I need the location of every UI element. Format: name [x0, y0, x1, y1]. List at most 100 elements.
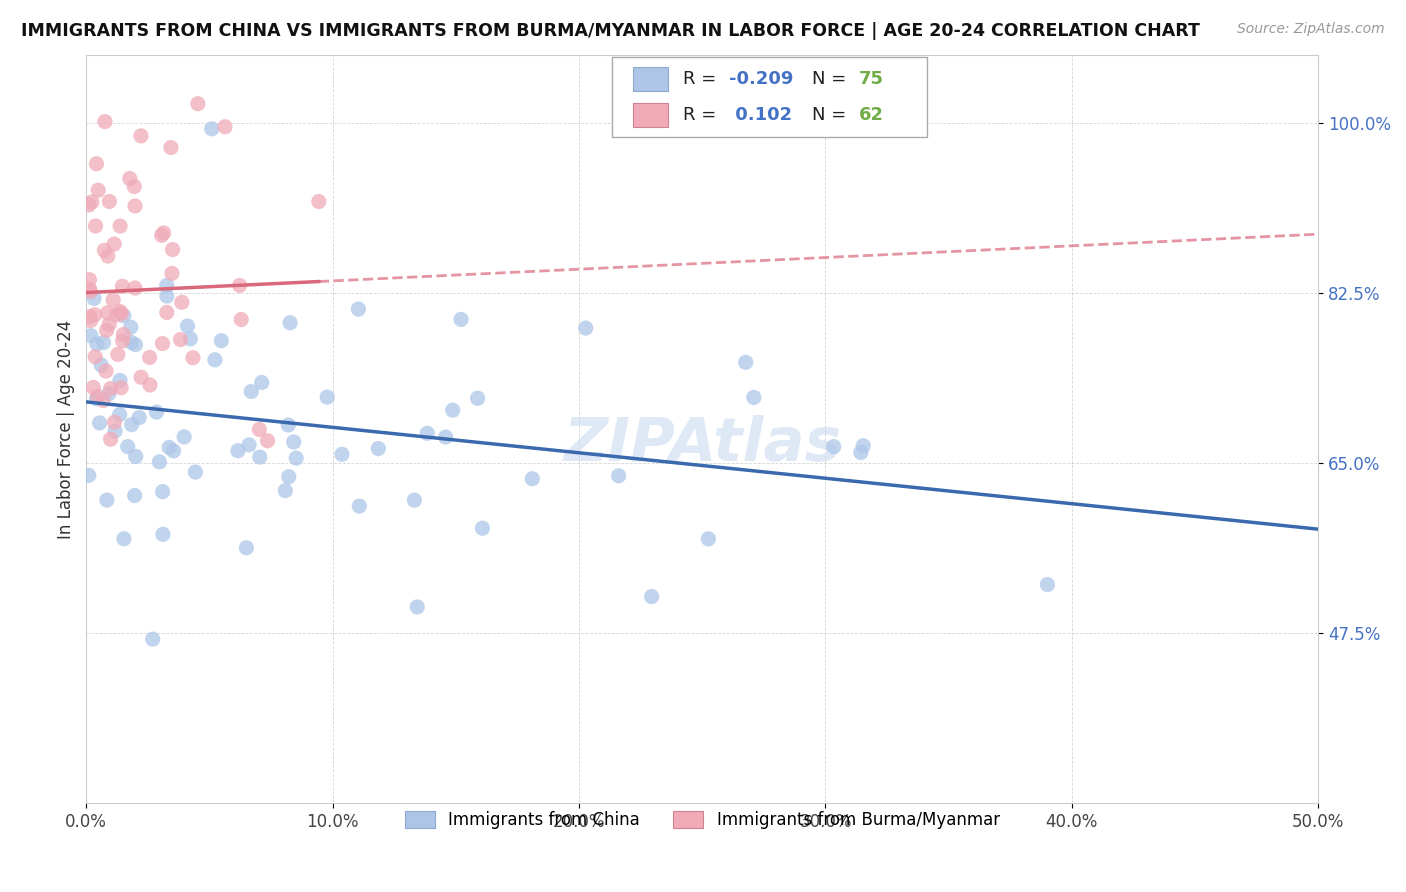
Point: [80, 328, 103, 343]
Legend: Immigrants from China, Immigrants from Burma/Myanmar: Immigrants from China, Immigrants from B…: [398, 805, 1007, 836]
Point: [162, 243, 184, 257]
Point: [83, 292, 105, 306]
Point: [121, 417, 143, 432]
Point: [434, 430, 457, 444]
Point: [274, 483, 297, 498]
Point: [103, 415, 125, 429]
Point: [77, 468, 100, 483]
Point: [101, 293, 124, 307]
Point: [441, 403, 464, 417]
Text: 62: 62: [859, 106, 884, 124]
Point: [98, 386, 121, 401]
Point: [152, 336, 174, 351]
Point: [125, 450, 148, 464]
Point: [277, 469, 299, 483]
Point: [108, 373, 131, 387]
Point: [120, 335, 142, 350]
Text: N =: N =: [811, 106, 852, 124]
Point: [607, 468, 630, 483]
Point: [80, 194, 103, 209]
Point: [181, 351, 204, 365]
Point: [160, 140, 183, 154]
Point: [330, 447, 353, 461]
Point: [100, 382, 122, 396]
Point: [247, 422, 270, 436]
FancyBboxPatch shape: [613, 56, 927, 137]
Point: [86, 389, 108, 403]
Point: [129, 128, 152, 143]
Point: [156, 289, 179, 303]
Point: [142, 632, 165, 647]
Point: [79, 282, 101, 296]
Point: [228, 278, 250, 293]
Text: N =: N =: [811, 70, 852, 88]
Point: [226, 443, 249, 458]
Text: R =: R =: [682, 106, 721, 124]
Point: [152, 226, 174, 240]
Point: [83, 308, 105, 322]
Point: [79, 273, 101, 287]
Point: [823, 440, 845, 454]
Point: [86, 337, 108, 351]
Text: R =: R =: [682, 70, 721, 88]
Point: [522, 472, 544, 486]
FancyBboxPatch shape: [633, 103, 668, 127]
Text: ZIPAtlas: ZIPAtlas: [564, 415, 841, 474]
Point: [79, 313, 101, 327]
Point: [416, 426, 439, 441]
Point: [97, 306, 120, 320]
Point: [231, 312, 253, 326]
Point: [96, 493, 118, 508]
Point: [108, 304, 131, 318]
Point: [111, 334, 134, 348]
Point: [214, 120, 236, 134]
Point: [145, 405, 167, 419]
Point: [120, 320, 142, 334]
Point: [204, 352, 226, 367]
Point: [238, 438, 260, 452]
Point: [77, 198, 100, 212]
Point: [169, 333, 191, 347]
Point: [110, 307, 132, 321]
Point: [250, 376, 273, 390]
Point: [124, 337, 146, 351]
Point: [100, 432, 122, 446]
Point: [79, 310, 101, 324]
Point: [278, 316, 301, 330]
Point: [152, 484, 174, 499]
Point: [124, 281, 146, 295]
Point: [79, 285, 101, 299]
Point: [157, 441, 180, 455]
Point: [162, 443, 184, 458]
Point: [201, 121, 224, 136]
Point: [849, 445, 872, 459]
Point: [283, 435, 305, 450]
Point: [129, 370, 152, 384]
Text: -0.209: -0.209: [730, 70, 794, 88]
Point: [734, 355, 756, 369]
Point: [93, 335, 115, 350]
Point: [367, 442, 389, 456]
Point: [697, 532, 720, 546]
Point: [86, 392, 108, 406]
Point: [152, 527, 174, 541]
Point: [209, 334, 232, 348]
Point: [94, 114, 117, 128]
Point: [1036, 577, 1059, 591]
Point: [90, 358, 112, 372]
Point: [96, 323, 118, 337]
Point: [97, 249, 120, 263]
Point: [148, 455, 170, 469]
Point: [98, 318, 121, 332]
Point: [84, 219, 107, 233]
Point: [110, 381, 132, 395]
Point: [103, 237, 125, 252]
Point: [118, 171, 141, 186]
Point: [111, 279, 134, 293]
Point: [112, 532, 135, 546]
Point: [105, 308, 128, 322]
Point: [640, 590, 662, 604]
Point: [156, 278, 179, 293]
Point: [160, 267, 183, 281]
Point: [84, 350, 107, 364]
